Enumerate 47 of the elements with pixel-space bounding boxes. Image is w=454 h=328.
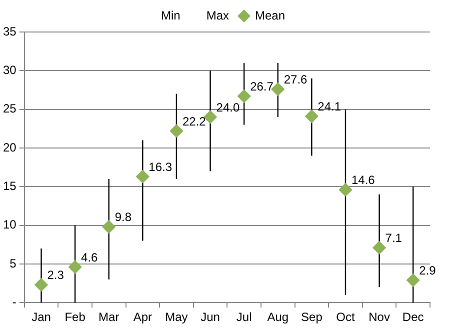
text: Min	[160, 8, 180, 22]
x-tick-label: Mar	[98, 310, 120, 324]
data-label: 7.1	[385, 231, 402, 246]
x-tick-label: Nov	[368, 310, 390, 324]
data-label: 2.9	[419, 263, 436, 278]
point	[68, 260, 82, 274]
data-label: 2.3	[47, 268, 64, 282]
x-tick-label: Sep	[301, 310, 323, 324]
point	[305, 110, 318, 123]
point	[34, 278, 48, 292]
data-label: 26.7	[250, 79, 274, 94]
y-tick-label: 20	[2, 140, 17, 154]
y-tick-label: 35	[2, 24, 17, 38]
data-label: 16.3	[148, 160, 172, 174]
x-tick-label: Apr	[133, 310, 152, 324]
x-tick-label: Jul	[236, 310, 252, 324]
x-tick-label: Feb	[64, 310, 86, 324]
y-tick-label: 10	[2, 218, 17, 232]
y-tick-label: 5	[10, 256, 17, 270]
point	[406, 274, 420, 287]
x-tick-label: May	[165, 310, 188, 324]
x-tick-label: Dec	[402, 310, 424, 324]
x-tick-label: Oct	[336, 310, 356, 324]
data-label: 14.6	[351, 173, 376, 188]
data-label: 24.0	[216, 100, 240, 114]
text: Max	[206, 8, 229, 22]
legend-label: Mean	[254, 8, 286, 22]
y-tick-label: -	[12, 294, 16, 309]
point	[102, 220, 116, 234]
data-label: 24.1	[318, 100, 342, 114]
data-label: 27.6	[284, 72, 308, 87]
data-label: 9.8	[114, 210, 132, 224]
x-tick-label: Aug	[267, 310, 289, 324]
data-label: 4.6	[81, 250, 98, 264]
x-tick-label: Jun	[200, 310, 220, 324]
y-tick-label: 30	[2, 62, 17, 77]
point	[204, 110, 217, 124]
y-tick-label: 25	[2, 102, 17, 116]
point	[136, 170, 150, 184]
point	[170, 124, 184, 138]
point	[338, 183, 352, 196]
point	[372, 241, 386, 254]
point	[237, 90, 251, 103]
y-tick-label: 15	[2, 178, 17, 193]
point	[271, 82, 284, 96]
data-label: 22.2	[182, 114, 206, 128]
x-tick-label: Jan	[32, 310, 51, 324]
